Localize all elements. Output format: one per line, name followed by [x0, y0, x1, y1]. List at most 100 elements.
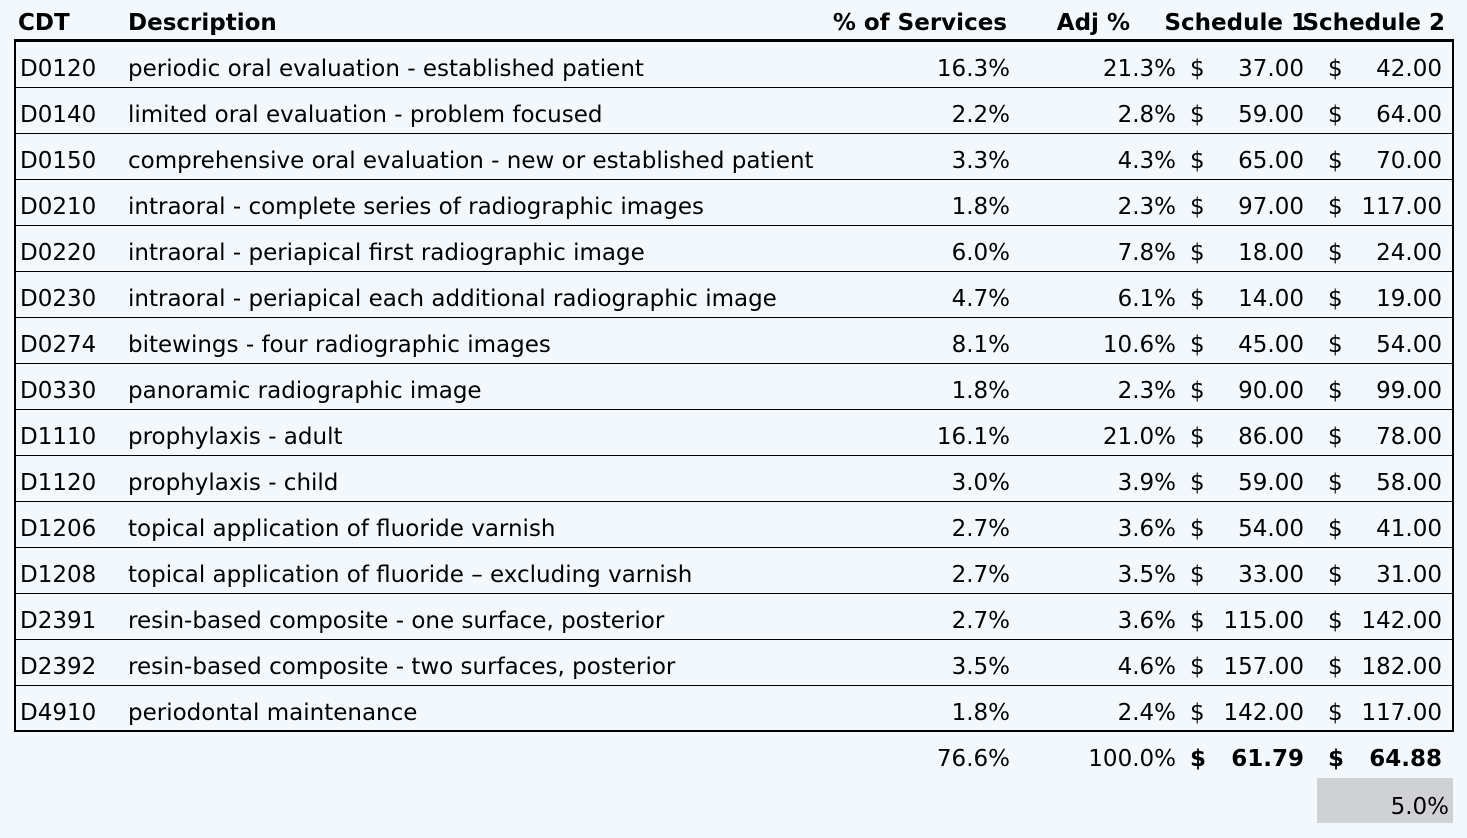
- s1-currency: $: [1190, 470, 1205, 496]
- schedule-1-fee: 65.00: [1238, 148, 1304, 174]
- adj-pct: 3.6%: [1117, 608, 1176, 634]
- total-adj-pct: 100.0%: [1088, 746, 1176, 772]
- s1-currency: $: [1190, 240, 1205, 266]
- s2-currency: $: [1328, 378, 1343, 404]
- schedule-2-fee: 78.00: [1376, 424, 1442, 450]
- description: periodontal maintenance: [128, 700, 418, 726]
- schedule-1-fee: 54.00: [1238, 516, 1304, 542]
- adj-pct: 2.4%: [1117, 700, 1176, 726]
- schedule-1-fee: 37.00: [1238, 56, 1304, 82]
- pct-services: 3.0%: [951, 470, 1010, 496]
- table-row: D1120 prophylaxis - child 3.0% 3.9% $59.00 $5…: [16, 456, 1452, 502]
- s1-currency: $: [1190, 102, 1205, 128]
- header-description: Description: [128, 10, 277, 36]
- header-schedule-1: Schedule 1: [1164, 10, 1307, 36]
- table-row: D0150 comprehensive oral evaluation - new…: [16, 134, 1452, 180]
- adj-pct: 3.9%: [1117, 470, 1176, 496]
- cdt-code: D0140: [20, 102, 97, 128]
- schedule-1-fee: 14.00: [1238, 286, 1304, 312]
- cdt-code: D2391: [20, 608, 97, 634]
- schedule-1-fee: 86.00: [1238, 424, 1304, 450]
- s1-currency: $: [1190, 332, 1205, 358]
- adj-pct: 21.3%: [1102, 56, 1176, 82]
- schedule-2-fee: 42.00: [1376, 56, 1442, 82]
- cdt-code: D0330: [20, 378, 97, 404]
- pct-services: 4.7%: [951, 286, 1010, 312]
- schedule-1-fee: 33.00: [1238, 562, 1304, 588]
- s2-currency: $: [1328, 102, 1343, 128]
- schedule-2-fee: 24.00: [1376, 240, 1442, 266]
- schedule-1-fee: 18.00: [1238, 240, 1304, 266]
- cdt-code: D1120: [20, 470, 97, 496]
- description: intraoral - periapical each additional r…: [128, 286, 777, 312]
- description: topical application of fluoride – exclud…: [128, 562, 693, 588]
- adj-pct: 2.8%: [1117, 102, 1176, 128]
- table-row: D2392 resin-based composite - two surface…: [16, 640, 1452, 686]
- adj-pct: 21.0%: [1102, 424, 1176, 450]
- adj-pct: 7.8%: [1117, 240, 1176, 266]
- description: comprehensive oral evaluation - new or e…: [128, 148, 814, 174]
- s2-currency: $: [1328, 56, 1343, 82]
- cdt-code: D0210: [20, 194, 97, 220]
- schedule-1-fee: 115.00: [1223, 608, 1304, 634]
- s2-currency: $: [1328, 516, 1343, 542]
- description: bitewings - four radiographic images: [128, 332, 551, 358]
- difference-cell: 5.0%: [1317, 778, 1453, 823]
- table-row: D0330 panoramic radiographic image 1.8% 2.3…: [16, 364, 1452, 410]
- pct-services: 2.7%: [951, 608, 1010, 634]
- s2-currency: $: [1328, 700, 1343, 726]
- pct-services: 1.8%: [951, 194, 1010, 220]
- s1-currency: $: [1190, 562, 1205, 588]
- pct-services: 1.8%: [951, 378, 1010, 404]
- pct-services: 3.3%: [951, 148, 1010, 174]
- adj-pct: 4.3%: [1117, 148, 1176, 174]
- schedule-2-fee: 117.00: [1361, 194, 1442, 220]
- pct-services: 8.1%: [951, 332, 1010, 358]
- description: periodic oral evaluation - established p…: [128, 56, 644, 82]
- s2-currency: $: [1328, 470, 1343, 496]
- total-schedule-2: 64.88: [1369, 746, 1442, 772]
- table-row: D1208 topical application of fluoride – e…: [16, 548, 1452, 594]
- description: prophylaxis - child: [128, 470, 339, 496]
- s2-currency: $: [1328, 240, 1343, 266]
- adj-pct: 10.6%: [1102, 332, 1176, 358]
- schedule-1-fee: 142.00: [1223, 700, 1304, 726]
- adj-pct: 4.6%: [1117, 654, 1176, 680]
- difference-pct: 5.0%: [1390, 794, 1449, 820]
- description: limited oral evaluation - problem focuse…: [128, 102, 603, 128]
- description: intraoral - complete series of radiograp…: [128, 194, 705, 220]
- pct-services: 3.5%: [951, 654, 1010, 680]
- schedule-1-fee: 97.00: [1238, 194, 1304, 220]
- s1-currency: $: [1190, 608, 1205, 634]
- cdt-code: D1206: [20, 516, 97, 542]
- s1-currency: $: [1190, 700, 1205, 726]
- schedule-1-fee: 59.00: [1238, 102, 1304, 128]
- schedule-2-fee: 64.00: [1376, 102, 1442, 128]
- table-row: D2391 resin-based composite - one surface…: [16, 594, 1452, 640]
- pct-services: 2.7%: [951, 562, 1010, 588]
- schedule-2-fee: 70.00: [1376, 148, 1442, 174]
- cdt-code: D0220: [20, 240, 97, 266]
- s2-currency: $: [1328, 286, 1343, 312]
- table-header: CDT Description % of Services Adj % Sche…: [0, 0, 1467, 40]
- schedule-1-fee: 90.00: [1238, 378, 1304, 404]
- table-row: D0140 limited oral evaluation - problem f…: [16, 88, 1452, 134]
- cdt-code: D4910: [20, 700, 97, 726]
- header-pct-services: % of Services: [832, 10, 1007, 36]
- description: resin-based composite - two surfaces, po…: [128, 654, 676, 680]
- pct-services: 2.7%: [951, 516, 1010, 542]
- pct-services: 16.3%: [936, 56, 1010, 82]
- schedule-1-fee: 45.00: [1238, 332, 1304, 358]
- cdt-code: D1208: [20, 562, 97, 588]
- schedule-2-fee: 182.00: [1361, 654, 1442, 680]
- totals-row: 76.6% 100.0% $ 61.79 $ 64.88: [14, 740, 1454, 784]
- s2-currency: $: [1328, 562, 1343, 588]
- adj-pct: 3.6%: [1117, 516, 1176, 542]
- schedule-2-fee: 99.00: [1376, 378, 1442, 404]
- pct-services: 2.2%: [951, 102, 1010, 128]
- description: prophylaxis - adult: [128, 424, 343, 450]
- header-adj-pct: Adj %: [1056, 10, 1130, 36]
- schedule-2-fee: 142.00: [1361, 608, 1442, 634]
- schedule-2-fee: 117.00: [1361, 700, 1442, 726]
- s1-currency: $: [1190, 286, 1205, 312]
